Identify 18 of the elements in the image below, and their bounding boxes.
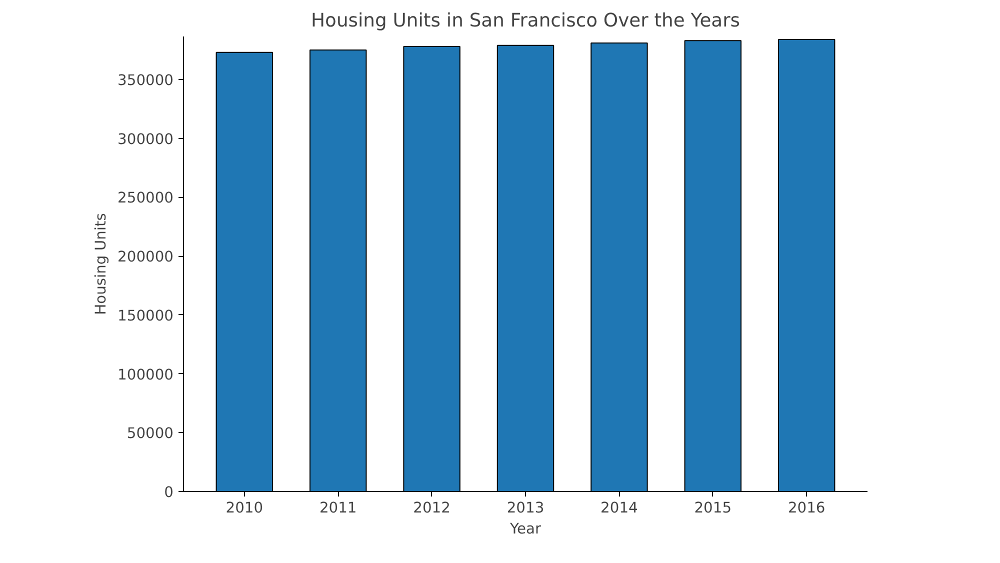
y-axis-title: Housing Units [92,213,110,315]
x-tick-label: 2016 [788,500,826,516]
x-tick-label: 2012 [413,500,450,516]
y-tick-label: 350000 [118,72,174,89]
y-tick-label: 300000 [118,130,174,148]
x-tick-label: 2010 [226,500,264,516]
x-tick-label: 2013 [506,500,544,516]
y-tick-label: 150000 [118,307,174,324]
y-tick-label: 50000 [126,425,174,442]
x-tick-label: 2014 [600,500,638,516]
y-tick-label: 100000 [118,366,174,384]
x-tick-label: 2015 [694,500,732,516]
x-tick-label: 2011 [319,500,357,516]
y-tick-label: 200000 [118,248,174,266]
chart-title: Housing Units in San Francisco Over the Years [311,10,740,32]
y-tick-label: 250000 [118,190,174,207]
y-tick-label: 0 [164,484,174,501]
x-axis-title: Year [508,520,542,538]
